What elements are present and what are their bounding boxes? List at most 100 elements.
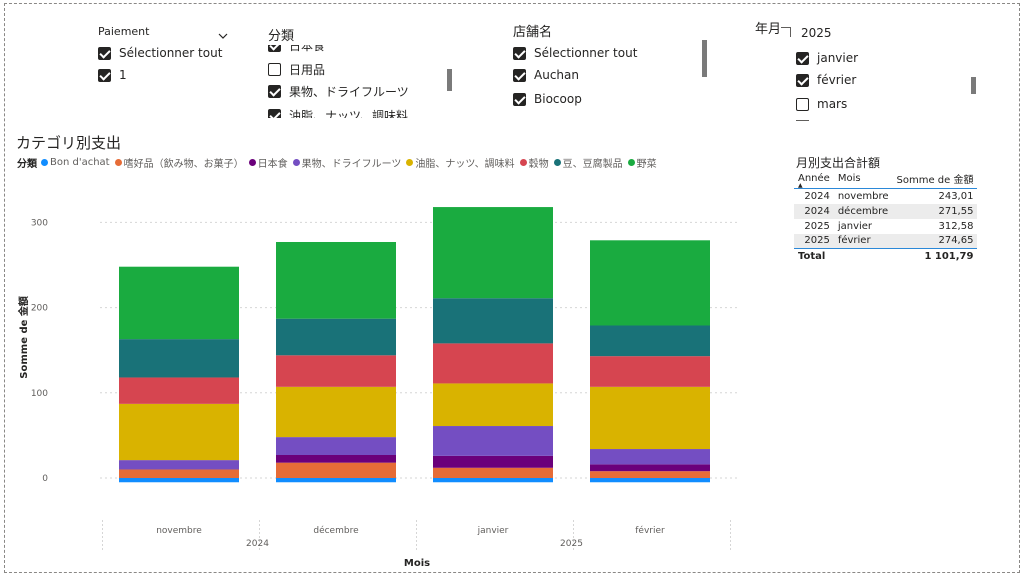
store-slicer: 店舗名 Sélectionner tout Auchan Biocoop bbox=[513, 21, 713, 111]
table-row[interactable]: 2025 janvier 312,58 bbox=[794, 219, 977, 234]
bar-segment bbox=[276, 437, 396, 455]
checkbox-icon[interactable] bbox=[268, 109, 281, 118]
yearmonth-year-row: 年月 2025 bbox=[755, 17, 955, 37]
sort-ascending-icon[interactable]: ▲ bbox=[798, 182, 803, 189]
bar-segment bbox=[590, 356, 710, 387]
table-row[interactable]: 2024 décembre 271,55 bbox=[794, 203, 978, 219]
store-option[interactable]: Biocoop bbox=[513, 92, 582, 106]
table-total-row: Total 1 101,79 bbox=[794, 248, 978, 264]
bar-segment bbox=[590, 464, 710, 472]
legend-item[interactable]: 豆、豆腐製品 bbox=[553, 155, 623, 170]
cell-month: janvier bbox=[837, 220, 873, 232]
option-label: 油脂、ナッツ、調味料 bbox=[289, 109, 409, 118]
legend-series-name: 豆、豆腐製品 bbox=[562, 159, 623, 170]
payment-slicer: Paiement Sélectionner tout 1 bbox=[98, 24, 238, 84]
expand-icon[interactable] bbox=[780, 27, 791, 37]
store-option[interactable]: Auchan bbox=[513, 68, 579, 82]
column-header-month[interactable]: Mois bbox=[833, 169, 893, 189]
checkbox-icon[interactable] bbox=[268, 85, 281, 98]
category-option[interactable]: 日用品 bbox=[268, 61, 325, 78]
bar-segment bbox=[276, 241, 396, 319]
chevron-down-icon[interactable] bbox=[218, 26, 228, 39]
monthly-total-table: Année ▲ Mois Somme de 金額 2024 novembre 2… bbox=[794, 169, 978, 264]
category-option[interactable]: 果物、ドライフルーツ bbox=[268, 83, 409, 100]
legend-item[interactable]: 嗜好品（飲み物、お菓子） bbox=[114, 155, 244, 170]
legend-series-name: 嗜好品（飲み物、お菓子） bbox=[123, 159, 244, 170]
legend-item[interactable]: 果物、ドライフルーツ bbox=[292, 155, 402, 170]
category-slicer-list: 日本食 日用品 果物、ドライフルーツ 油脂、ナッツ、調味料 bbox=[268, 45, 443, 118]
cell-sum: 271,55 bbox=[892, 203, 978, 219]
checkbox-icon[interactable] bbox=[268, 63, 281, 76]
cell-sum: 312,58 bbox=[938, 220, 974, 232]
option-label: 日本食 bbox=[289, 45, 326, 53]
column-header-year[interactable]: Année ▲ bbox=[794, 169, 834, 189]
cell-year: 2024 bbox=[804, 190, 830, 202]
yearmonth-option[interactable]: février bbox=[796, 73, 856, 87]
bar-segment bbox=[590, 471, 710, 478]
legend-item[interactable]: 油脂、ナッツ、調味料 bbox=[406, 155, 515, 170]
checkbox-icon[interactable] bbox=[513, 68, 526, 82]
option-label: 1 bbox=[119, 68, 127, 82]
legend-series-name: 果物、ドライフルーツ bbox=[301, 159, 402, 170]
cell-year: 2025 bbox=[804, 220, 830, 232]
bar-segment bbox=[119, 339, 239, 378]
column-header-sum[interactable]: Somme de 金額 bbox=[892, 169, 978, 189]
bar-segment bbox=[433, 467, 553, 478]
x-tick-label: février bbox=[635, 525, 665, 536]
bar-segment bbox=[433, 426, 553, 456]
checkbox-icon[interactable] bbox=[796, 51, 809, 65]
checkbox-icon[interactable] bbox=[513, 92, 526, 106]
store-scrollbar[interactable] bbox=[702, 40, 707, 77]
cell-month: novembre bbox=[837, 190, 889, 202]
table-row[interactable]: 2024 novembre 243,01 bbox=[794, 189, 977, 204]
legend-series-name: 野菜 bbox=[636, 159, 657, 170]
stacked-bar-chart: 0 100 200 300 Somme de 金額 novembre décembre jan… bbox=[17, 207, 740, 569]
legend-dot-icon bbox=[292, 159, 300, 166]
cell-year: 2024 bbox=[794, 203, 834, 219]
yearmonth-option[interactable]: janvier bbox=[796, 51, 858, 65]
payment-option[interactable]: Sélectionner tout bbox=[98, 46, 222, 60]
legend-label: 分類 bbox=[17, 159, 37, 170]
checkbox-icon[interactable] bbox=[268, 45, 281, 52]
bar-segment bbox=[119, 469, 239, 478]
checkbox-icon[interactable] bbox=[796, 73, 809, 87]
bar-segment bbox=[590, 325, 710, 357]
bar-segment bbox=[276, 386, 396, 438]
table-row[interactable]: 2025 février 274,65 bbox=[794, 233, 978, 249]
cell-year: 2025 bbox=[794, 233, 834, 249]
total-label: Total bbox=[794, 248, 834, 264]
category-option[interactable]: 油脂、ナッツ、調味料 bbox=[268, 107, 408, 118]
legend-item[interactable]: 穀物 bbox=[519, 155, 549, 170]
x-axis-title: Mois bbox=[404, 558, 430, 569]
cell-month: décembre bbox=[833, 203, 893, 219]
legend-dot-icon bbox=[114, 159, 122, 166]
payment-option[interactable]: 1 bbox=[98, 68, 127, 82]
legend-dot-icon bbox=[519, 159, 527, 166]
checkbox-icon[interactable] bbox=[796, 97, 809, 111]
bar-segment bbox=[119, 266, 239, 340]
yearmonth-scrollbar[interactable] bbox=[971, 77, 976, 94]
option-label: janvier bbox=[817, 51, 859, 65]
bar-segment bbox=[590, 386, 710, 450]
legend-item[interactable]: 日本食 bbox=[248, 155, 288, 170]
x-tick-label: décembre bbox=[313, 525, 359, 536]
bar-segment bbox=[433, 207, 553, 299]
store-option[interactable]: Sélectionner tout bbox=[513, 46, 637, 60]
bar-segment bbox=[276, 318, 396, 356]
checkbox-icon[interactable] bbox=[513, 46, 526, 60]
option-label: Sélectionner tout bbox=[119, 46, 223, 60]
checkbox-icon[interactable] bbox=[98, 46, 111, 60]
bar-segment bbox=[119, 460, 239, 470]
y-tick-label: 100 bbox=[31, 389, 48, 399]
cell-sum: 243,01 bbox=[938, 190, 974, 202]
category-scrollbar[interactable] bbox=[447, 69, 452, 91]
legend-item[interactable]: Bon d'achat bbox=[41, 157, 110, 168]
checkbox-icon[interactable] bbox=[98, 68, 111, 82]
yearmonth-option[interactable]: mars bbox=[796, 97, 847, 111]
legend-item[interactable]: 野菜 bbox=[627, 155, 657, 170]
total-empty bbox=[833, 248, 893, 264]
option-label: 果物、ドライフルーツ bbox=[289, 85, 409, 99]
category-option[interactable]: 日本食 bbox=[268, 45, 325, 54]
legend-dot-icon bbox=[406, 159, 414, 166]
yearmonth-year-label: 2025 bbox=[801, 26, 832, 37]
